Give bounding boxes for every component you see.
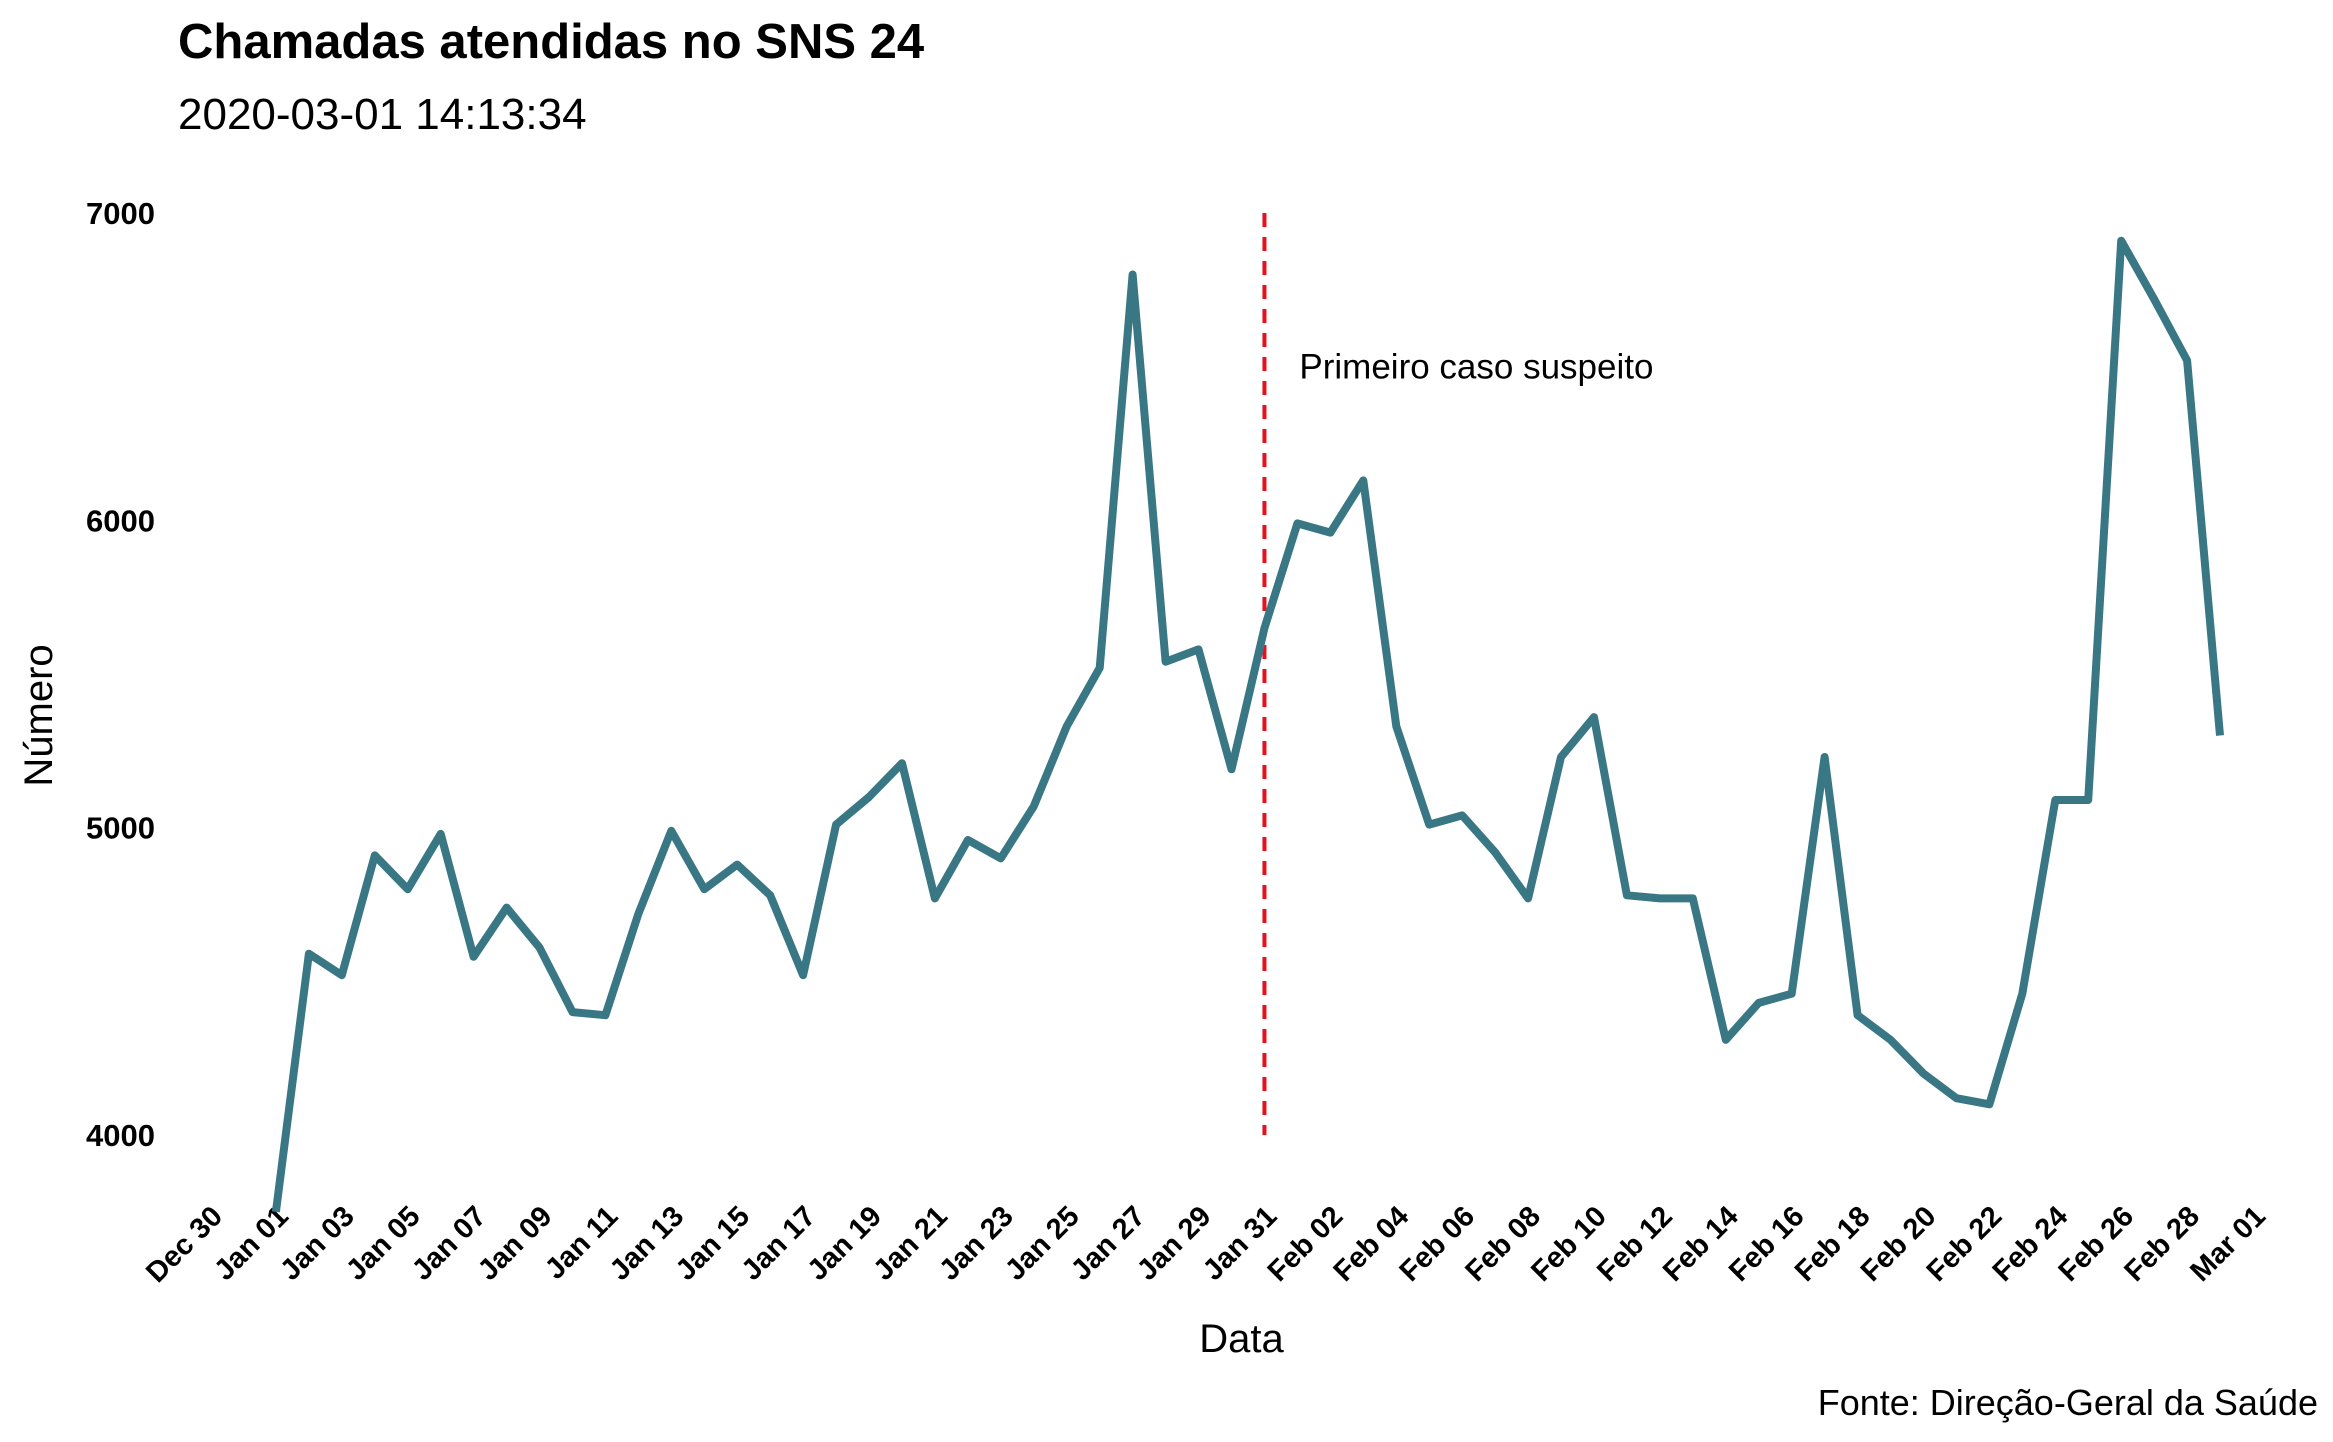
x-tick-label: Jan 21 (867, 1200, 953, 1286)
x-tick-label: Jan 19 (802, 1200, 888, 1286)
x-tick-label: Jan 15 (670, 1200, 756, 1286)
chart-title: Chamadas atendidas no SNS 24 (178, 15, 925, 69)
x-tick-label: Jan 29 (1131, 1200, 1217, 1286)
x-tick-label: Jan 25 (999, 1200, 1085, 1286)
x-axis-title: Data (1199, 1317, 1284, 1361)
y-tick-label: 5000 (86, 811, 155, 846)
y-tick-label: 7000 (86, 196, 155, 231)
x-tick-label: Jan 23 (933, 1200, 1019, 1286)
x-tick-label: Dec 30 (140, 1200, 229, 1289)
series-line (271, 236, 2224, 1213)
x-tick-label: Jan 03 (274, 1200, 360, 1286)
chart-subtitle: 2020-03-01 14:13:34 (178, 90, 587, 139)
x-tick-label: Jan 07 (406, 1200, 492, 1286)
y-tick-label: 6000 (86, 503, 155, 538)
y-axis-ticks: 4000 5000 6000 7000 (86, 196, 155, 1153)
x-tick-label: Jan 01 (208, 1200, 294, 1286)
x-tick-label: Mar 01 (2184, 1200, 2272, 1288)
annotation-label: Primeiro caso suspeito (1299, 348, 1653, 387)
y-tick-label: 4000 (86, 1118, 155, 1153)
x-tick-label: Jan 27 (1065, 1200, 1151, 1286)
x-tick-label: Jan 09 (472, 1200, 558, 1286)
x-tick-label: Jan 17 (736, 1200, 822, 1286)
x-tick-label: Jan 05 (340, 1200, 426, 1286)
y-axis-title: Número (17, 644, 61, 786)
chart-caption: Fonte: Direção-Geral da Saúde (1817, 1382, 2318, 1423)
x-tick-label: Jan 13 (604, 1200, 690, 1286)
